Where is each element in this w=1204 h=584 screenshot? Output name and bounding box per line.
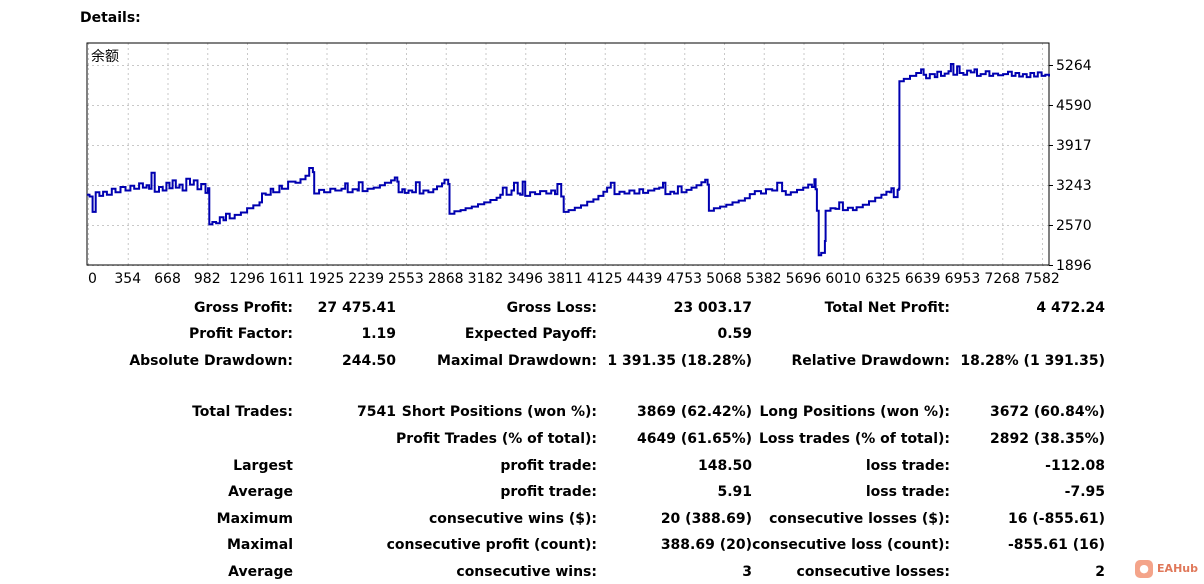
avg-consec-losses-value: 2 <box>1095 564 1105 580</box>
avg-consec-wins-value: 3 <box>742 564 752 580</box>
y-tick-label: 1896 <box>1056 258 1092 274</box>
max-consec-losses-label: consecutive losses ($): <box>769 511 950 527</box>
largest-profit-label: profit trade: <box>500 458 597 474</box>
x-tick-label: 1611 <box>269 271 305 287</box>
average-profit-label: profit trade: <box>500 484 597 500</box>
average2-label: Average <box>228 564 293 580</box>
x-tick-label: 668 <box>154 271 181 287</box>
gross-loss-label: Gross Loss: <box>506 300 597 316</box>
x-tick-label: 5068 <box>706 271 742 287</box>
relative-drawdown-value: 18.28% (1 391.35) <box>960 353 1105 369</box>
total-trades-value: 7541 <box>357 404 396 420</box>
x-tick-label: 1296 <box>229 271 265 287</box>
x-tick-label: 3811 <box>547 271 583 287</box>
x-tick-label: 982 <box>194 271 221 287</box>
maximal-drawdown-label: Maximal Drawdown: <box>437 353 597 369</box>
avg-consec-wins-label: consecutive wins: <box>456 564 597 580</box>
balance-line <box>87 63 1050 257</box>
average-loss-label: loss trade: <box>865 484 950 500</box>
average-label: Average <box>228 484 293 500</box>
short-positions-label: Short Positions (won %): <box>401 404 597 420</box>
profit-factor-value: 1.19 <box>361 326 396 342</box>
profit-trades-label: Profit Trades (% of total): <box>396 431 597 447</box>
x-tick-label: 354 <box>114 271 141 287</box>
average-loss-value: -7.95 <box>1064 484 1105 500</box>
x-tick-label: 4753 <box>666 271 702 287</box>
x-tick-label: 7268 <box>984 271 1020 287</box>
loss-trades-value: 2892 (38.35%) <box>990 431 1105 447</box>
long-positions-label: Long Positions (won %): <box>759 404 950 420</box>
expected-payoff-value: 0.59 <box>717 326 752 342</box>
x-tick-label: 6953 <box>945 271 981 287</box>
x-tick-label: 5696 <box>786 271 822 287</box>
total-net-profit-value: 4 472.24 <box>1036 300 1105 316</box>
long-positions-value: 3672 (60.84%) <box>990 404 1105 420</box>
relative-drawdown-label: Relative Drawdown: <box>791 353 950 369</box>
largest-loss-label: loss trade: <box>865 458 950 474</box>
short-positions-value: 3869 (62.42%) <box>637 404 752 420</box>
y-tick-label: 2570 <box>1056 218 1092 234</box>
y-tick-label: 4590 <box>1056 98 1092 114</box>
avg-consec-losses-label: consecutive losses: <box>796 564 950 580</box>
loss-trades-label: Loss trades (% of total): <box>759 431 950 447</box>
maximal-consec-loss-value: -855.61 (16) <box>1008 537 1105 553</box>
x-tick-label: 7582 <box>1024 271 1060 287</box>
x-tick-label: 2553 <box>388 271 424 287</box>
x-tick-label: 2868 <box>428 271 464 287</box>
y-tick-label: 5264 <box>1056 58 1092 74</box>
gross-profit-label: Gross Profit: <box>193 300 293 316</box>
largest-profit-value: 148.50 <box>697 458 752 474</box>
absolute-drawdown-label: Absolute Drawdown: <box>129 353 293 369</box>
x-tick-label: 4125 <box>587 271 623 287</box>
gross-loss-value: 23 003.17 <box>673 300 752 316</box>
x-tick-label: 5382 <box>746 271 782 287</box>
maximal-label: Maximal <box>226 537 293 553</box>
max-consec-wins-label: consecutive wins ($): <box>428 511 597 527</box>
watermark-text: EAHub <box>1157 562 1198 575</box>
max-consec-losses-value: 16 (-855.61) <box>1008 511 1105 527</box>
x-tick-label: 2239 <box>348 271 384 287</box>
x-tick-label: 1925 <box>309 271 345 287</box>
x-tick-label: 6325 <box>865 271 901 287</box>
series-label: 余额 <box>91 48 119 65</box>
x-tick-label: 3182 <box>468 271 504 287</box>
details-title: Details: <box>80 10 141 26</box>
total-trades-label: Total Trades: <box>192 404 293 420</box>
gross-profit-value: 27 475.41 <box>317 300 396 316</box>
profit-trades-value: 4649 (61.65%) <box>637 431 752 447</box>
x-tick-label: 6010 <box>825 271 861 287</box>
average-profit-value: 5.91 <box>717 484 752 500</box>
x-tick-label: 6639 <box>905 271 941 287</box>
largest-loss-value: -112.08 <box>1045 458 1105 474</box>
maximal-consec-loss-label: consecutive loss (count): <box>752 537 950 553</box>
x-tick-label: 0 <box>88 271 97 287</box>
maximum-label: Maximum <box>216 511 293 527</box>
total-net-profit-label: Total Net Profit: <box>824 300 950 316</box>
balance-chart: 余额 5264 4590 3917 3243 2570 1896 0 354 668 982 12… <box>86 42 1092 287</box>
maximal-consec-profit-label: consecutive profit (count): <box>386 537 597 553</box>
maximal-drawdown-value: 1 391.35 (18.28%) <box>607 353 752 369</box>
y-tick-label: 3917 <box>1056 138 1092 154</box>
x-tick-label: 3496 <box>507 271 543 287</box>
y-tick-label: 3243 <box>1056 178 1092 194</box>
expected-payoff-label: Expected Payoff: <box>464 326 597 342</box>
absolute-drawdown-value: 244.50 <box>341 353 396 369</box>
chat-bubble-icon: ● <box>1135 560 1154 578</box>
plot-frame <box>86 42 1050 266</box>
watermark: ● EAHub <box>1135 560 1198 578</box>
max-consec-wins-value: 20 (388.69) <box>660 511 752 527</box>
x-tick-label: 4439 <box>627 271 663 287</box>
largest-label: Largest <box>233 458 293 474</box>
maximal-consec-profit-value: 388.69 (20) <box>660 537 752 553</box>
profit-factor-label: Profit Factor: <box>188 326 293 342</box>
